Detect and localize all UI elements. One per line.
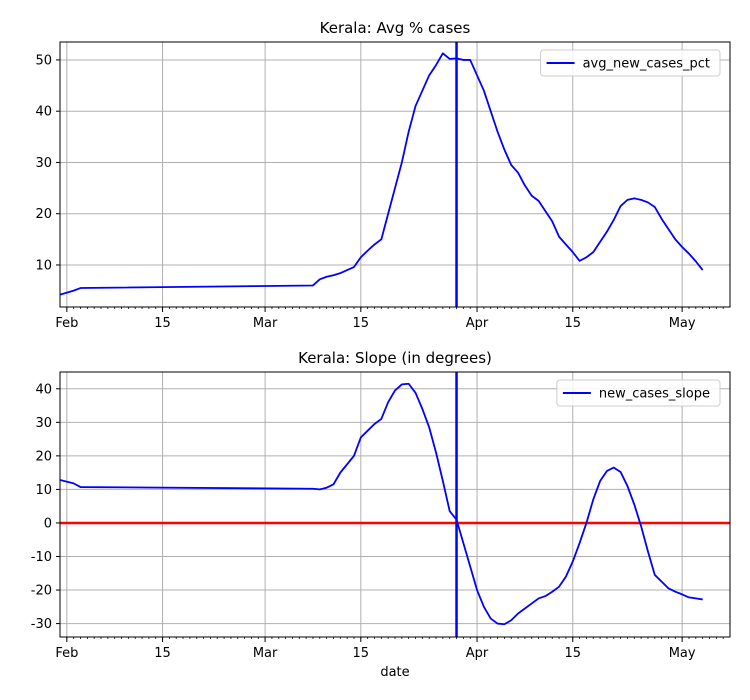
x-tick-label: 15 [154,316,171,331]
x-tick-label: May [669,316,696,331]
y-tick-label: -30 [31,617,52,632]
y-tick-label: 30 [35,156,52,171]
y-tick-label: 10 [35,258,52,273]
chart-slope: -30 -20 -10 0 10 20 30 40 Feb 15 Mar 15 Apr 15 May Kera… [31,349,731,680]
x-tick-label: 15 [154,646,171,661]
legend-label: new_cases_slope [599,387,710,402]
y-tick-label: 30 [35,416,52,431]
chart-title: Kerala: Slope (in degrees) [298,349,492,367]
x-tick-label: 15 [353,646,370,661]
x-tick-label: 15 [564,646,581,661]
x-tick-label: Apr [466,646,489,661]
series-line-avg_new_cases_pct [60,52,704,296]
plot-area [60,372,730,637]
axes-frame [59,371,731,638]
x-tick-label: Mar [253,316,278,331]
plot-area [60,42,704,307]
legend-label: avg_new_cases_pct [583,57,710,72]
x-tick-label: Feb [55,316,78,331]
y-tick-label: -10 [31,550,52,565]
y-tick-label: -20 [31,584,52,599]
y-tick-label: 40 [35,382,52,397]
y-tick-label: 50 [35,53,52,68]
chart-avg-cases: 10 20 30 40 50 Feb 15 Mar 15 Apr 15 May Kerala: Avg … [35,19,731,331]
legend-box [556,379,721,407]
x-axis-label: date [380,665,409,680]
x-tick-label: Apr [466,316,489,331]
y-tick-label: 20 [35,207,52,222]
chart-title: Kerala: Avg % cases [320,19,471,37]
x-tick-label: 15 [564,316,581,331]
x-tick-label: Feb [55,646,78,661]
series-line-new_cases_slope [60,382,703,626]
y-tick-label: 40 [35,105,52,120]
legend-box [540,49,721,77]
legend: avg_new_cases_pct [540,49,721,77]
x-tick-label: 15 [353,316,370,331]
x-tick-label: May [669,646,696,661]
y-tick-label: 20 [35,449,52,464]
y-tick-label: 0 [44,516,52,531]
axes-frame [59,41,731,308]
legend: new_cases_slope [556,379,721,407]
x-tick-label: Mar [253,646,278,661]
y-tick-label: 10 [35,483,52,498]
